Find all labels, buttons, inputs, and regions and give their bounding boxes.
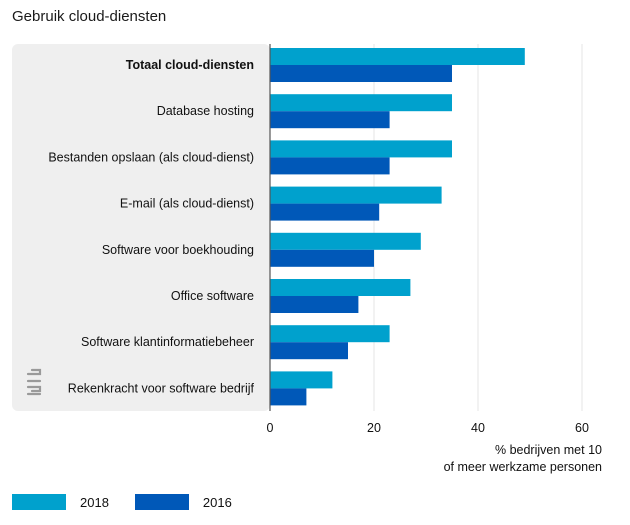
bar-2016-rekenkracht-voor-software-bedrijf (270, 388, 307, 406)
bar-2016-office-software (270, 296, 359, 313)
bar-2016-e-mail-als-cloud-dienst (270, 203, 380, 221)
category-label-panel (12, 44, 270, 411)
bar-2018-software-voor-boekhouding (270, 232, 421, 250)
legend-item-2016: 2016 (134, 494, 232, 510)
cbs-logo-icon (26, 368, 42, 396)
legend: 2018 2016 (12, 494, 258, 510)
legend-label-2016: 2016 (202, 494, 232, 510)
x-tick-label-60: 60 (575, 421, 589, 435)
bar-2018-rekenkracht-voor-software-bedrijf (270, 371, 333, 389)
bar-2016-software-voor-boekhouding (270, 249, 374, 267)
x-tick-label-20: 20 (367, 421, 381, 435)
category-label-bestanden-opslaan-als-cloud-dienst: Bestanden opslaan (als cloud-dienst) (48, 150, 254, 164)
bar-2018-bestanden-opslaan-als-cloud-dienst (270, 140, 452, 158)
category-label-office-software: Office software (171, 289, 254, 303)
category-label-database-hosting: Database hosting (157, 104, 254, 118)
bar-2016-database-hosting (270, 111, 390, 129)
legend-label-2018: 2018 (80, 494, 109, 510)
bar-2016-totaal-cloud-diensten (270, 65, 452, 82)
x-axis-title-line-2: of meer werkzame personen (444, 460, 602, 474)
legend-item-2018: 2018 (12, 494, 109, 510)
legend-swatch-2018 (12, 494, 66, 510)
bar-2018-office-software (270, 279, 411, 296)
bar-2018-software-klantinformatiebeheer (270, 325, 390, 343)
bar-2018-totaal-cloud-diensten (270, 48, 525, 65)
bar-2016-software-klantinformatiebeheer (270, 342, 348, 360)
x-axis-title-line-1: % bedrijven met 10 (495, 443, 602, 457)
category-label-totaal-cloud-diensten: Totaal cloud-diensten (126, 58, 254, 72)
bar-2016-bestanden-opslaan-als-cloud-dienst (270, 157, 390, 175)
category-label-software-voor-boekhouding: Software voor boekhouding (102, 243, 254, 257)
x-tick-label-40: 40 (471, 421, 485, 435)
category-label-software-klantinformatiebeheer: Software klantinformatiebeheer (81, 335, 254, 349)
category-label-e-mail-als-cloud-dienst: E-mail (als cloud-dienst) (120, 197, 254, 211)
bar-2018-database-hosting (270, 94, 452, 112)
x-tick-label-0: 0 (267, 421, 274, 435)
category-label-rekenkracht-voor-software-bedrijf: Rekenkracht voor software bedrijf (68, 381, 255, 395)
legend-swatch-2016 (134, 494, 189, 510)
bar-2018-e-mail-als-cloud-dienst (270, 186, 442, 204)
chart-title: Gebruik cloud-diensten (12, 8, 167, 25)
